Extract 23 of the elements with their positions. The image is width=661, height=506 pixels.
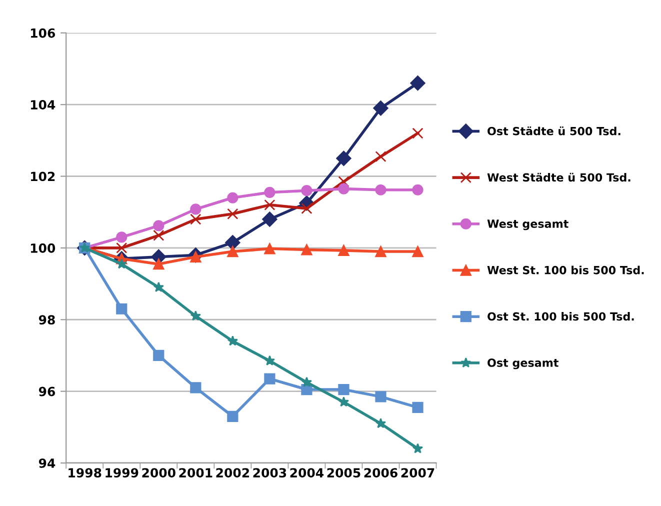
legend-label: Ost Städte ü 500 Tsd. [488,126,620,136]
x-tick-label: 2001 [179,468,212,478]
x-tick-label: 2006 [364,468,398,478]
y-tick-label: 98 [38,315,55,325]
x-tick-label: 2004 [290,468,324,478]
x-tick-label: 2005 [327,468,360,478]
x-tick-label: 2003 [253,468,286,478]
y-tick-label: 96 [38,386,56,396]
y-tick-label: 102 [31,172,55,182]
legend-label: West St. 100 bis 500 Tsd. [487,266,644,274]
legend-label: Ost gesamt [488,358,558,370]
legend-label: West Städte ü 500 Tsd. [487,172,630,182]
x-tick-label: 2002 [216,468,249,478]
legend-label: Ost St. 100 bis 500 Tsd. [488,312,634,321]
x-tick-label: 2007 [401,468,434,478]
x-tick-label: 1999 [106,468,138,478]
y-tick-label: 104 [31,100,56,110]
x-tick-label: 2000 [142,468,176,478]
x-tick-label: 1998 [68,468,102,478]
legend-label: West gesamt [487,220,568,230]
y-tick-label: 94 [38,458,56,468]
y-tick-label: 100 [31,243,56,253]
y-tick-label: 106 [31,28,56,38]
